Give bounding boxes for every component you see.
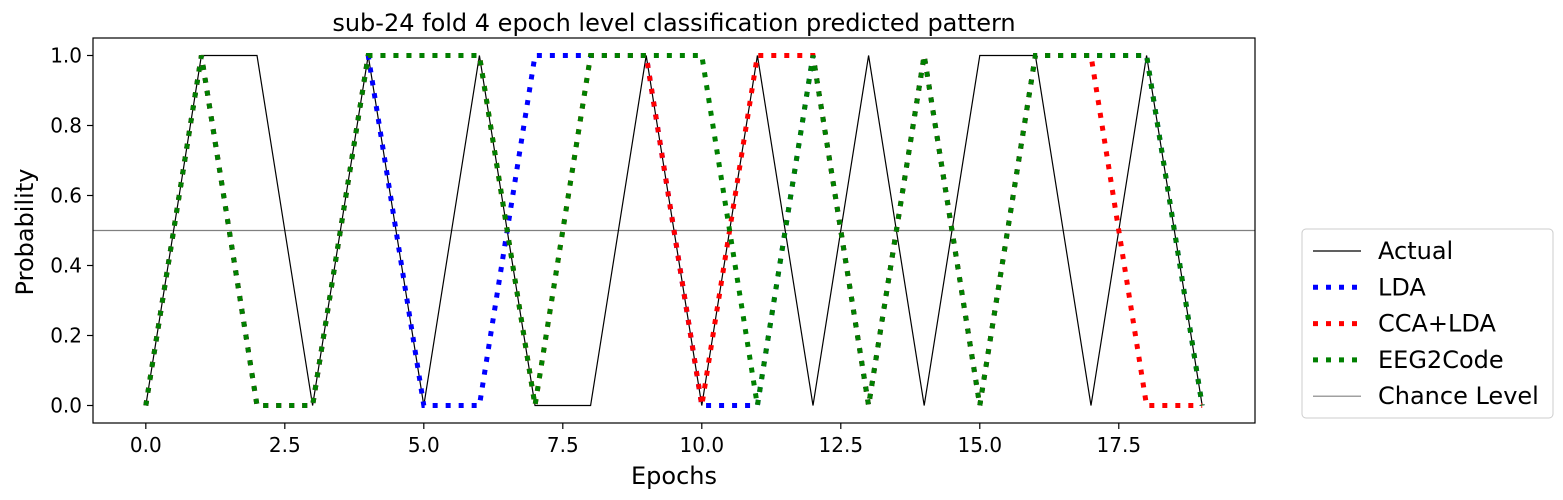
legend-frame — [1301, 228, 1554, 419]
y-tick-label: 0.2 — [50, 324, 82, 348]
legend-label: CCA+LDA — [1378, 310, 1496, 338]
x-tick-label: 15.0 — [958, 433, 1003, 457]
y-tick-label: 0.6 — [50, 184, 82, 208]
x-tick-label: 17.5 — [1097, 433, 1142, 457]
x-tick-label: 10.0 — [680, 433, 725, 457]
chart-title: sub-24 fold 4 epoch level classification… — [332, 9, 1015, 37]
y-tick-label: 0.8 — [50, 114, 82, 138]
x-axis-label: Epochs — [631, 462, 717, 490]
y-tick-label: 0.4 — [50, 254, 82, 278]
legend-label: Chance Level — [1378, 382, 1539, 410]
x-tick-label: 7.5 — [547, 433, 579, 457]
x-axis: 0.0 2.5 5.0 7.5 10.0 12.5 15.0 17.5 — [130, 423, 1141, 457]
legend-label: EEG2Code — [1378, 346, 1504, 374]
series-layer — [93, 53, 1255, 408]
series-line-eeg2code — [143, 53, 1205, 408]
y-tick-label: 1.0 — [50, 44, 82, 68]
legend-label: Actual — [1378, 237, 1453, 265]
x-tick-label: 2.5 — [269, 433, 301, 457]
plot-border — [92, 37, 1256, 424]
x-tick-label: 0.0 — [130, 433, 162, 457]
y-axis: 0.0 0.2 0.4 0.6 0.8 1.0 — [50, 44, 93, 418]
legend: Actual LDA CCA+LDA EEG2Code Chance Level — [1301, 228, 1554, 419]
legend-label: LDA — [1378, 273, 1426, 301]
x-tick-label: 12.5 — [819, 433, 864, 457]
y-tick-label: 0.0 — [50, 394, 82, 418]
y-axis-label: Probability — [11, 169, 39, 296]
plot-area — [92, 37, 1256, 424]
x-tick-label: 5.0 — [408, 433, 440, 457]
legend-items: Actual LDA CCA+LDA EEG2Code Chance Level — [1313, 237, 1539, 410]
